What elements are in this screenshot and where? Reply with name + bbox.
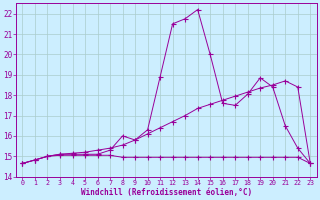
X-axis label: Windchill (Refroidissement éolien,°C): Windchill (Refroidissement éolien,°C) [81,188,252,197]
